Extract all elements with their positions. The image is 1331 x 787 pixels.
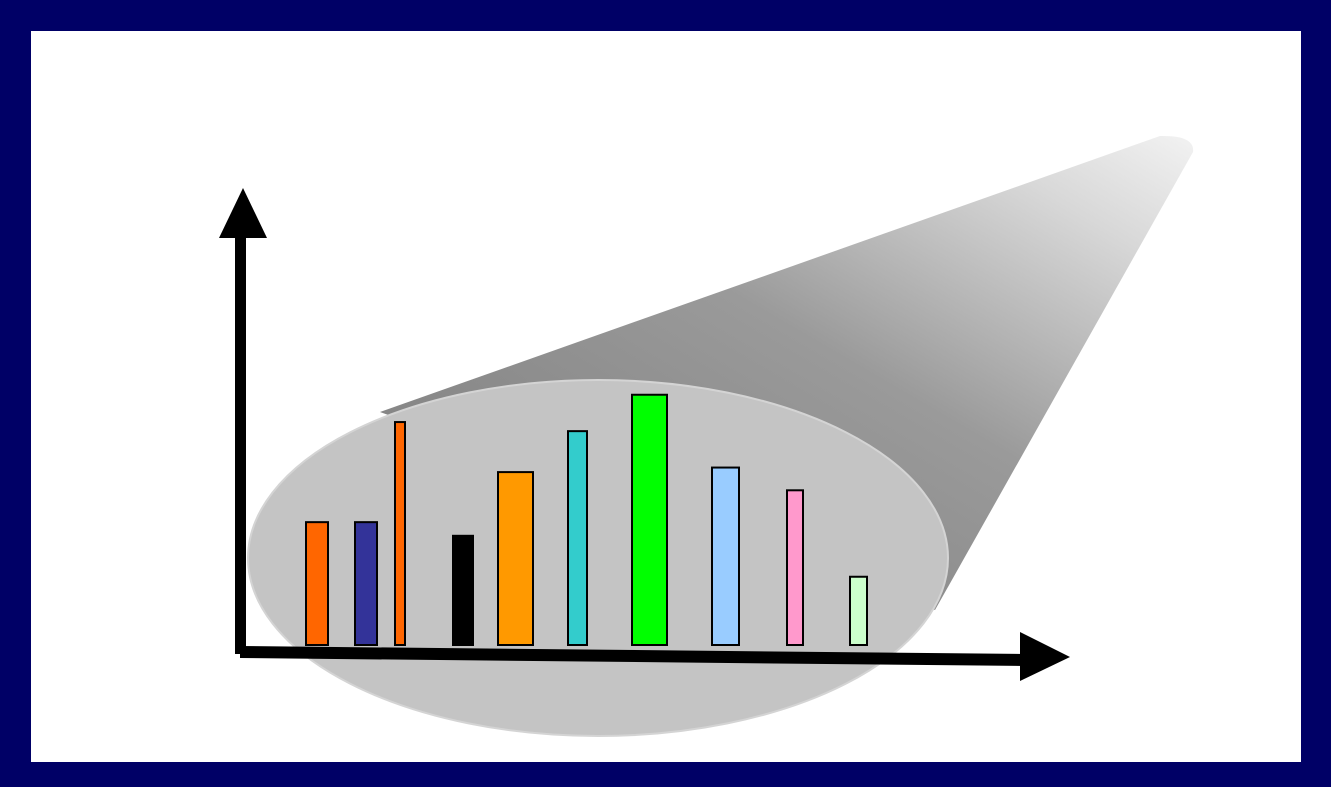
bars (305, 393, 868, 647)
spotlight-cone (380, 135, 1194, 610)
bar (354, 521, 378, 647)
bar (849, 575, 868, 646)
bar (711, 466, 740, 646)
bar (497, 471, 534, 646)
bar (394, 421, 406, 646)
bar (452, 534, 474, 646)
y-axis-arrow (219, 188, 267, 238)
x-axis-arrow (1020, 632, 1070, 681)
bar (631, 393, 668, 646)
bar (305, 521, 329, 647)
bar (786, 489, 804, 646)
bar (567, 430, 588, 646)
x-axis (240, 646, 1025, 666)
y-axis (235, 232, 246, 654)
spotlight-ellipse (247, 379, 949, 737)
